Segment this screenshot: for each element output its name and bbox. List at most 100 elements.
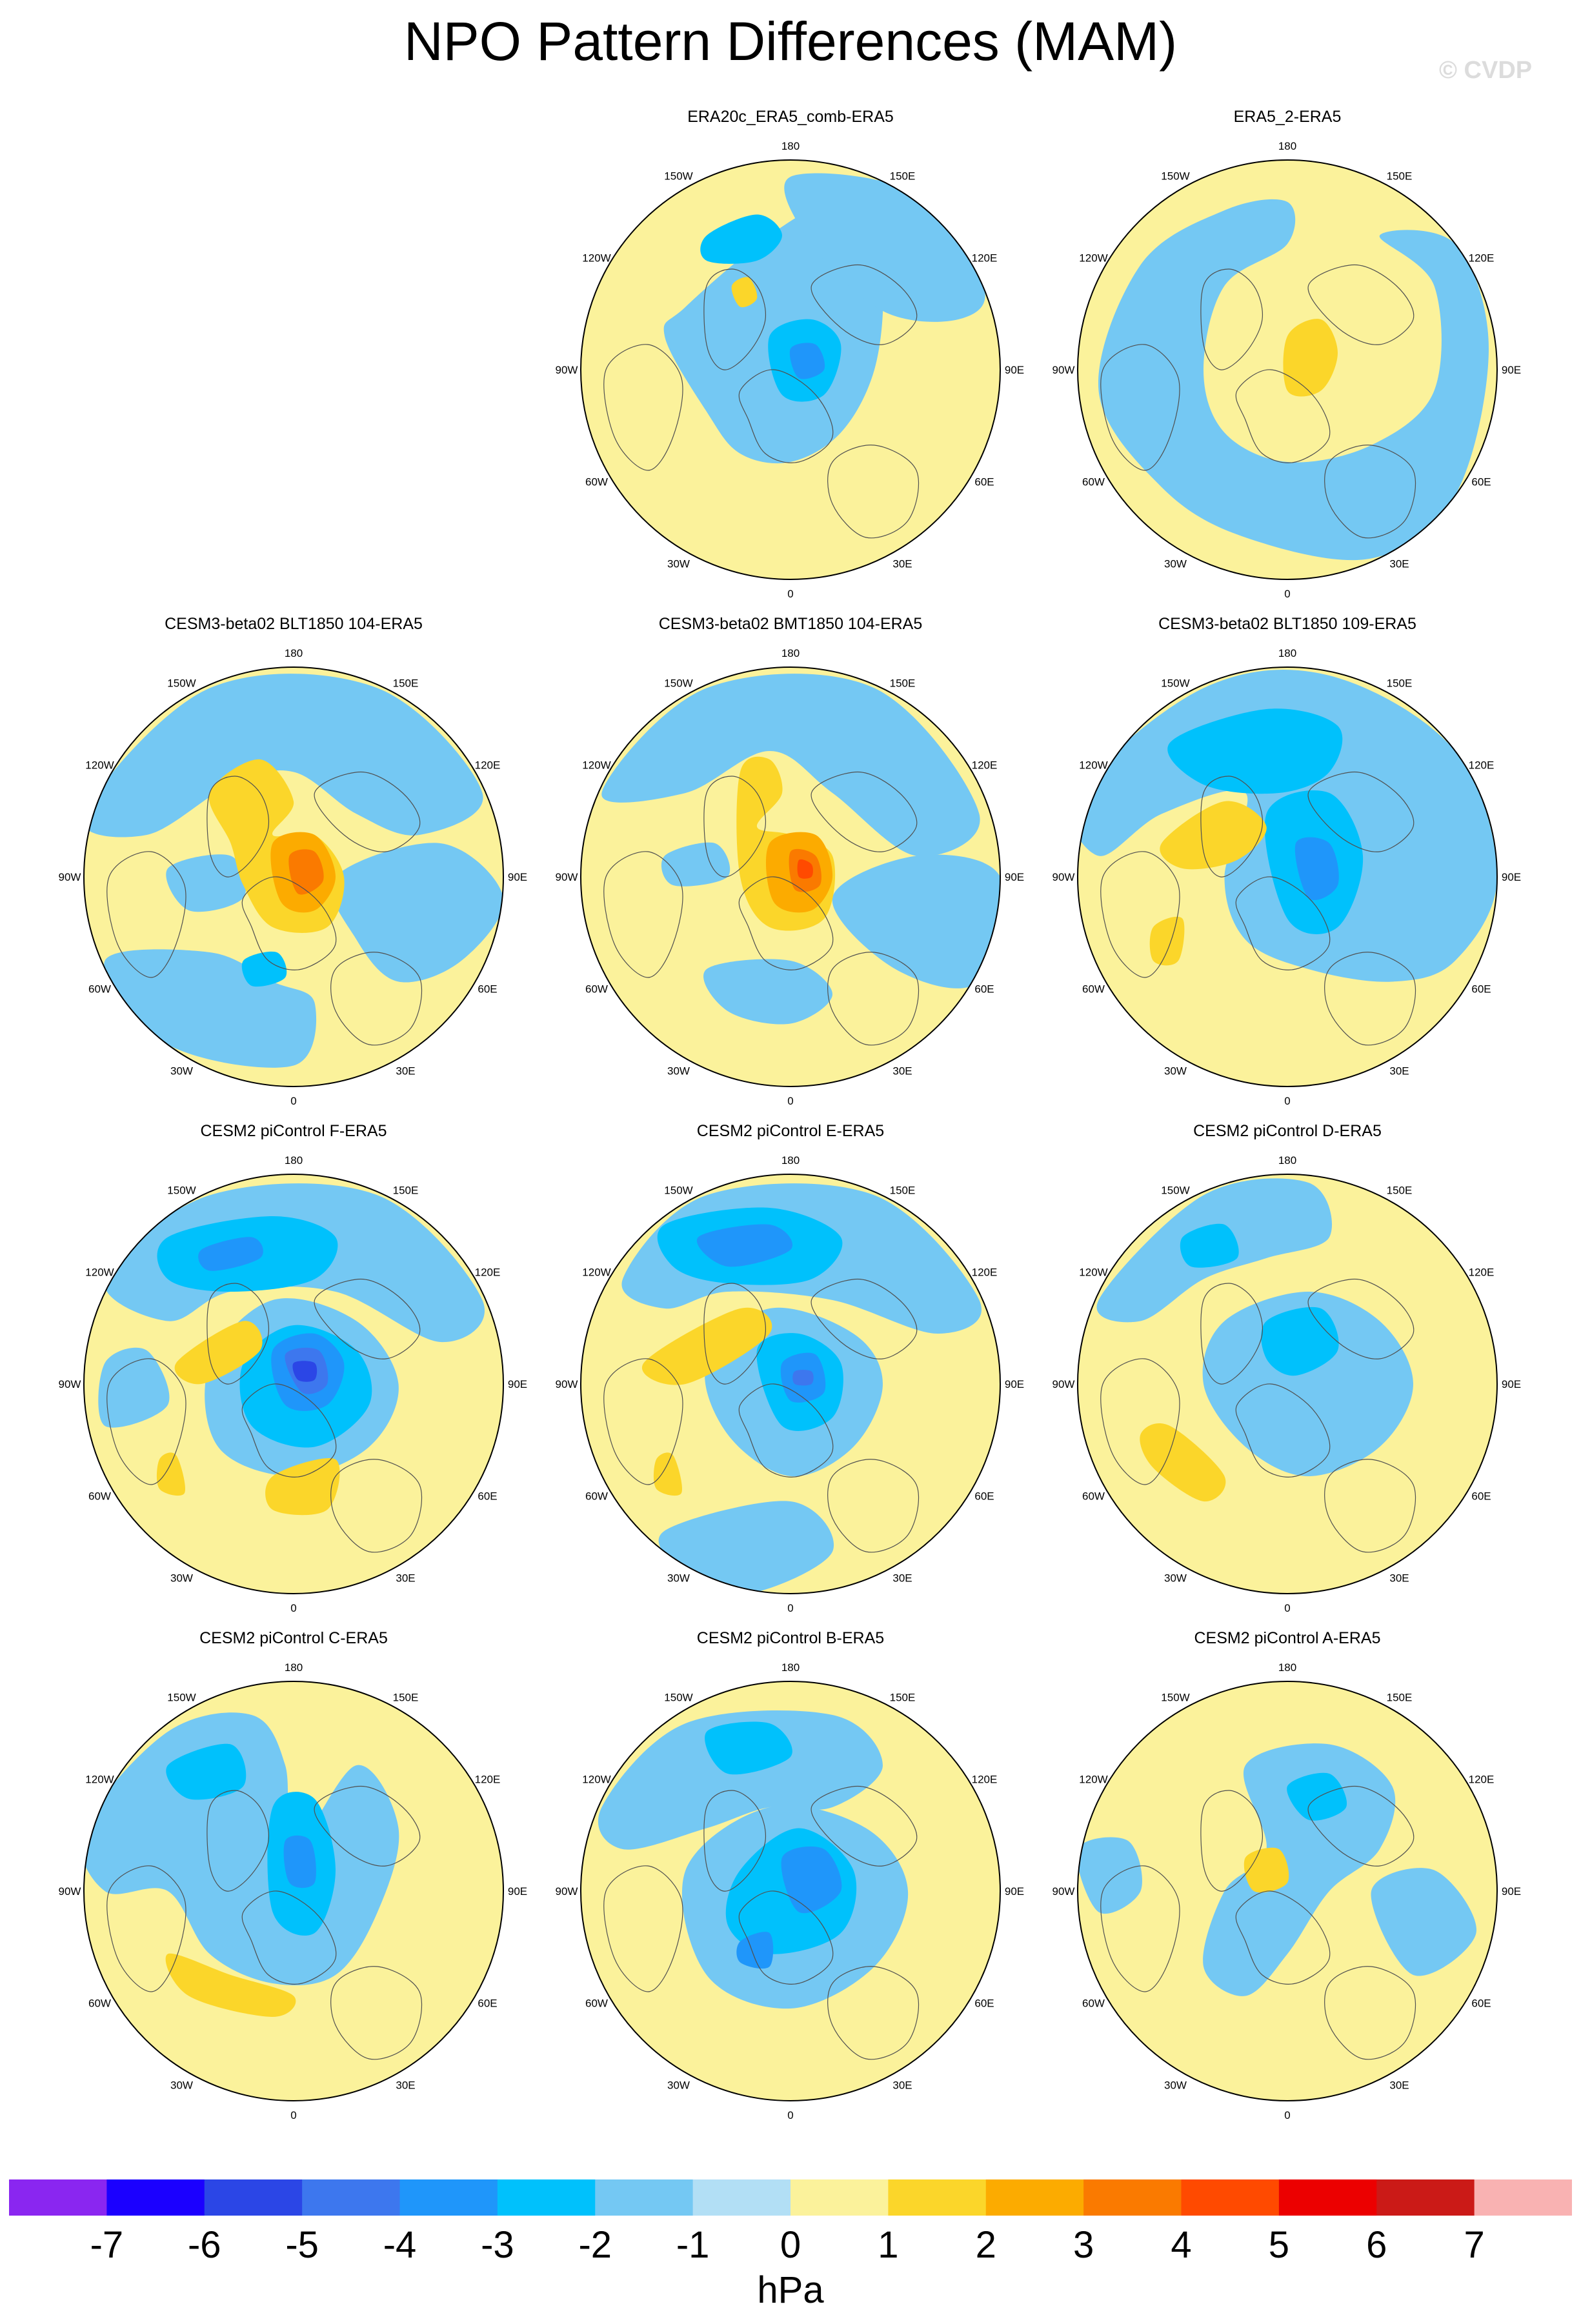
panel-title: CESM2 piControl C-ERA5 <box>199 1629 388 1647</box>
contour-fill-p4 <box>797 859 813 879</box>
colorbar-swatch <box>1376 2179 1475 2216</box>
coastline <box>1235 369 1331 463</box>
longitude-label: 90E <box>1005 1885 1024 1898</box>
longitude-label: 30W <box>1164 1572 1187 1585</box>
longitude-label: 60W <box>585 983 608 996</box>
contour-fill-n2 <box>705 1721 792 1775</box>
longitude-label: 150W <box>664 170 692 183</box>
coastline <box>1200 1283 1264 1385</box>
contour-fill-n3 <box>736 1932 774 1969</box>
longitude-label: 0 <box>290 1602 296 1614</box>
longitude-label: 90W <box>556 1378 578 1390</box>
contour-fill-n1 <box>1202 1292 1413 1476</box>
contour-fill-n3 <box>283 1835 316 1888</box>
longitude-label: 150W <box>664 1185 692 1197</box>
colorbar-tick-label: 7 <box>1464 2224 1485 2266</box>
contour-fill-n4 <box>792 1370 814 1386</box>
map-panel-p8: CESM2 piControl D-ERA5 180 150E 120E 90E 60E 3… <box>1042 1122 1533 1622</box>
map-panel-p10: CESM2 piControl B-ERA5 180 150E 120E 90E 60E 3… <box>545 1629 1036 2129</box>
map-panel-p7: CESM2 piControl E-ERA5 180 150E 120E 90E 60E 3… <box>545 1122 1036 1622</box>
coastline <box>1307 771 1415 852</box>
longitude-label: 30W <box>667 558 690 570</box>
contour-fill-n1 <box>1098 199 1489 561</box>
longitude-label: 60E <box>1471 1490 1491 1503</box>
longitude-label: 90E <box>1502 871 1521 883</box>
coastline <box>811 1785 918 1867</box>
colorbar-tick-label: -7 <box>90 2224 124 2266</box>
polar-map: 180 150E 120E 90E 60E 30E 0 30W 60W 90W 120W 150W <box>59 1154 528 1614</box>
contour-fill-n2 <box>166 1743 247 1800</box>
coastline <box>827 445 920 539</box>
longitude-label: 150W <box>664 1692 692 1704</box>
polar-map: 180 150E 120E 90E 60E 30E 0 30W 60W 90W 120W 150W <box>1052 647 1522 1107</box>
longitude-label: 30E <box>892 558 912 570</box>
coastline <box>703 776 767 877</box>
panel-title: CESM3-beta02 BMT1850 104-ERA5 <box>658 615 923 633</box>
longitude-label: 180 <box>781 140 800 152</box>
longitude-label: 60W <box>88 1490 111 1503</box>
polar-map: 180 150E 120E 90E 60E 30E 0 30W 60W 90W 120W 150W <box>1052 140 1522 600</box>
map-border <box>580 1681 1001 2101</box>
longitude-label: 180 <box>781 647 800 659</box>
longitude-label: 120W <box>85 1267 114 1279</box>
colorbar-swatch <box>497 2179 596 2216</box>
contour-fill-n1 <box>598 1710 883 1850</box>
longitude-label: 0 <box>1284 588 1290 600</box>
contour-fill-p1 <box>165 1953 296 2017</box>
coastline <box>1200 776 1264 877</box>
longitude-label: 120W <box>85 1774 114 1786</box>
longitude-label: 120W <box>1079 759 1107 772</box>
coastline <box>106 1358 186 1485</box>
longitude-label: 120E <box>972 1267 998 1279</box>
longitude-label: 120E <box>1469 759 1495 772</box>
panel-title: CESM2 piControl F-ERA5 <box>200 1122 387 1140</box>
coastline <box>827 952 920 1046</box>
longitude-label: 60E <box>478 983 497 996</box>
longitude-label: 60W <box>585 476 608 488</box>
colorbar-swatch <box>1083 2179 1182 2216</box>
longitude-label: 30W <box>1164 1065 1187 1077</box>
colorbar-tick-label: 1 <box>878 2224 899 2266</box>
contour-fill-n3 <box>781 1846 842 1914</box>
longitude-label: 30W <box>170 2079 193 2092</box>
panel-title: CESM2 piControl A-ERA5 <box>1194 1629 1381 1647</box>
contour-fill-p1 <box>156 1452 185 1496</box>
colorbar-tick-label: 3 <box>1072 2224 1094 2266</box>
contour-fill-p1 <box>1149 916 1185 966</box>
coastline <box>314 1278 421 1359</box>
coastline <box>106 1865 186 1992</box>
map-border <box>83 1681 504 2101</box>
longitude-label: 60E <box>478 1998 497 2010</box>
longitude-label: 30E <box>892 2079 912 2092</box>
contour-fill-n1 <box>658 1501 834 1594</box>
coastline <box>314 771 421 852</box>
longitude-label: 60W <box>585 1490 608 1503</box>
colorbar-tick-label: -1 <box>676 2224 710 2266</box>
polar-map: 180 150E 120E 90E 60E 30E 0 30W 60W 90W 120W 150W <box>556 647 1025 1107</box>
longitude-label: 90W <box>1052 1885 1075 1898</box>
coastline <box>811 1278 918 1359</box>
colorbar-tick-label: -4 <box>383 2224 417 2266</box>
longitude-label: 90W <box>1052 1378 1075 1390</box>
coastline <box>1324 445 1416 539</box>
colorbar-swatches <box>9 2179 1572 2216</box>
longitude-label: 120W <box>1079 252 1107 265</box>
contour-fill-n2 <box>1287 1772 1347 1821</box>
longitude-label: 180 <box>1278 647 1296 659</box>
contour-fill-p1 <box>1283 319 1338 397</box>
contour-fill-n1 <box>703 959 832 1025</box>
longitude-label: 180 <box>1278 1661 1296 1674</box>
contour-fill-n1 <box>84 674 483 837</box>
longitude-label: 60W <box>88 983 111 996</box>
longitude-label: 30E <box>1389 558 1409 570</box>
colorbar-swatch <box>1474 2179 1572 2216</box>
longitude-label: 30W <box>1164 558 1187 570</box>
map-panel-p1: ERA20c_ERA5_comb-ERA5 180 150E 120E 90E 60E 30… <box>545 108 1036 608</box>
contour-fill-n1 <box>1078 1837 1142 1914</box>
longitude-label: 60E <box>974 476 994 488</box>
contour-fill-p1 <box>731 277 758 308</box>
longitude-label: 60W <box>88 1998 111 2010</box>
coastline <box>811 771 918 852</box>
contour-fill-n3 <box>198 1237 263 1271</box>
coastline <box>603 344 683 471</box>
